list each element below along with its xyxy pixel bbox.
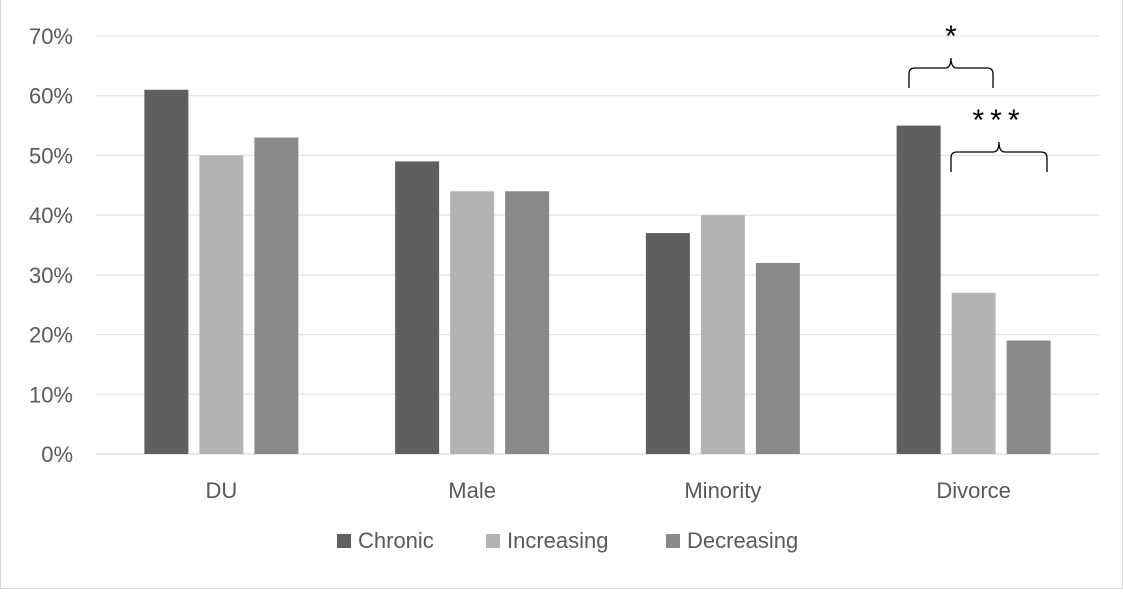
bar-du-decreasing [254, 137, 299, 454]
bar-du-increasing [199, 155, 244, 454]
legend-label: Chronic [358, 528, 434, 553]
legend-swatch-increasing [486, 534, 500, 548]
x-tick-label: DU [205, 478, 237, 503]
bar-male-chronic [395, 161, 440, 454]
y-tick-label: 10% [29, 382, 73, 407]
significance-annotations: **** [908, 20, 1048, 172]
bar-minority-decreasing [755, 262, 800, 454]
legend-swatch-chronic [337, 534, 351, 548]
x-axis-tick-labels: DU Male Minority Divorce [205, 478, 1010, 503]
significance-label: * [945, 20, 957, 53]
bar-divorce-increasing [951, 292, 996, 454]
legend-label: Increasing [507, 528, 609, 553]
x-tick-label: Male [448, 478, 496, 503]
x-tick-label: Divorce [936, 478, 1011, 503]
significance-bracket [908, 57, 994, 88]
bar-minority-increasing [700, 215, 745, 454]
y-tick-label: 30% [29, 263, 73, 288]
significance-bracket [950, 141, 1048, 172]
y-tick-label: 70% [29, 24, 73, 49]
x-tick-label: Minority [684, 478, 761, 503]
y-axis-tick-labels: 0% 10% 20% 30% 40% 50% 60% 70% [29, 24, 73, 467]
legend-swatch-decreasing [666, 534, 680, 548]
bars [144, 89, 1051, 455]
y-tick-label: 0% [41, 442, 73, 467]
legend-label: Decreasing [687, 528, 798, 553]
legend: Chronic Increasing Decreasing [337, 528, 798, 553]
bar-divorce-chronic [896, 125, 941, 455]
bar-male-decreasing [505, 191, 550, 454]
bar-minority-chronic [645, 233, 690, 454]
y-tick-label: 40% [29, 203, 73, 228]
bar-du-chronic [144, 89, 189, 454]
bar-male-increasing [450, 191, 495, 454]
bar-divorce-decreasing [1006, 340, 1051, 454]
gridlines [96, 35, 1099, 455]
significance-label: *** [972, 104, 1025, 137]
y-tick-label: 50% [29, 143, 73, 168]
y-tick-label: 20% [29, 323, 73, 348]
y-tick-label: 60% [29, 84, 73, 109]
